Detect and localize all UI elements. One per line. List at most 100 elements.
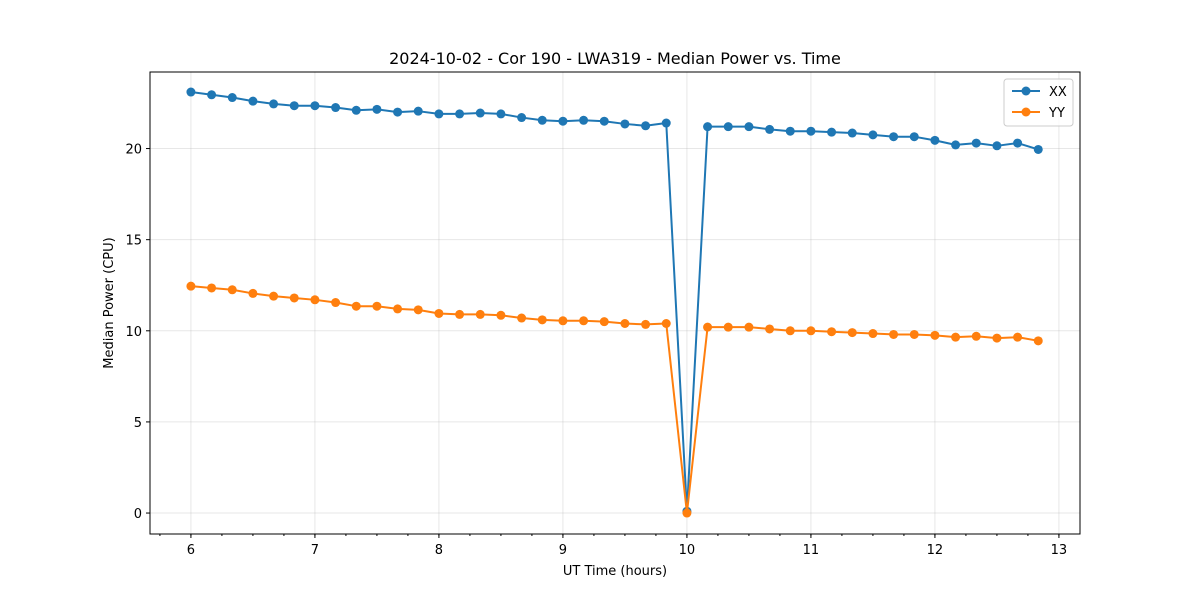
data-point-xx — [723, 122, 733, 132]
data-point-xx — [806, 126, 816, 136]
data-point-xx — [785, 126, 795, 136]
legend-marker-xx — [1021, 86, 1031, 96]
data-point-xx — [971, 138, 981, 148]
data-point-yy — [331, 298, 341, 308]
data-point-xx — [868, 130, 878, 140]
data-point-yy — [765, 324, 775, 334]
data-point-xx — [951, 140, 961, 150]
x-tick-label: 12 — [927, 543, 944, 558]
chart-title: 2024-10-02 - Cor 190 - LWA319 - Median P… — [389, 49, 841, 68]
data-point-xx — [599, 116, 609, 126]
data-point-xx — [1013, 138, 1023, 148]
data-point-yy — [1033, 336, 1043, 346]
x-tick-label: 7 — [311, 543, 319, 558]
data-point-yy — [579, 316, 589, 326]
data-point-yy — [620, 319, 630, 329]
legend-marker-yy — [1021, 107, 1031, 117]
data-point-yy — [434, 308, 444, 318]
y-tick-label: 15 — [125, 234, 142, 249]
data-point-yy — [971, 331, 981, 341]
legend: XX YY — [1003, 78, 1074, 127]
data-point-xx — [765, 124, 775, 134]
data-point-xx — [641, 121, 651, 131]
data-point-xx — [992, 141, 1002, 151]
data-point-yy — [827, 327, 837, 337]
legend-label-xx: XX — [1049, 85, 1067, 100]
data-point-xx — [537, 115, 547, 125]
data-point-yy — [455, 309, 465, 319]
data-point-xx — [227, 93, 237, 103]
data-point-yy — [599, 317, 609, 327]
data-point-yy — [186, 281, 196, 291]
data-point-yy — [393, 304, 403, 314]
data-point-xx — [434, 109, 444, 119]
x-tick-label: 10 — [679, 543, 696, 558]
y-axis-title: Median Power (CPU) — [102, 237, 117, 368]
data-point-yy — [703, 322, 713, 332]
data-point-yy — [992, 333, 1002, 343]
data-point-yy — [806, 326, 816, 336]
data-point-yy — [475, 309, 485, 319]
x-tick-label: 6 — [187, 543, 195, 558]
data-point-yy — [868, 329, 878, 339]
y-tick-label: 20 — [125, 143, 142, 158]
data-point-yy — [785, 326, 795, 336]
data-point-yy — [269, 291, 279, 301]
data-point-yy — [289, 293, 299, 303]
data-point-yy — [207, 283, 217, 293]
data-point-yy — [909, 329, 919, 339]
data-point-xx — [310, 101, 320, 111]
data-point-xx — [372, 104, 382, 114]
plot-area — [150, 72, 1080, 534]
data-point-xx — [847, 128, 857, 138]
data-point-yy — [889, 329, 899, 339]
data-point-yy — [227, 285, 237, 295]
data-point-xx — [475, 108, 485, 118]
data-point-xx — [269, 99, 279, 109]
data-point-xx — [620, 119, 630, 129]
data-point-xx — [207, 90, 217, 100]
data-point-xx — [351, 105, 361, 115]
x-tick-label: 13 — [1051, 543, 1068, 558]
data-point-xx — [889, 132, 899, 142]
x-tick-label: 11 — [803, 543, 820, 558]
data-point-yy — [248, 288, 258, 298]
data-point-xx — [413, 106, 423, 116]
data-point-xx — [827, 127, 837, 137]
series-layer — [186, 87, 1043, 518]
data-point-xx — [455, 109, 465, 119]
y-tick-label: 5 — [134, 416, 142, 431]
axis-ticks: 6 7 8 9 10 11 12 13 0 5 10 15 20 — [125, 143, 1067, 558]
data-point-yy — [310, 295, 320, 305]
data-point-xx — [186, 87, 196, 97]
data-point-yy — [413, 305, 423, 315]
data-point-xx — [909, 132, 919, 142]
data-point-yy — [351, 301, 361, 311]
data-point-yy — [641, 319, 651, 329]
grid-lines — [150, 72, 1080, 534]
y-tick-label: 0 — [134, 507, 142, 522]
data-point-xx — [703, 122, 713, 132]
data-point-xx — [579, 115, 589, 125]
data-point-yy — [661, 319, 671, 329]
x-tick-label: 8 — [435, 543, 443, 558]
data-point-xx — [744, 122, 754, 132]
data-point-yy — [682, 508, 692, 518]
data-point-yy — [1013, 332, 1023, 342]
data-point-xx — [558, 116, 568, 126]
data-point-yy — [847, 328, 857, 338]
data-point-yy — [537, 315, 547, 325]
data-point-xx — [1033, 144, 1043, 154]
y-tick-label: 10 — [125, 325, 142, 340]
data-point-xx — [661, 118, 671, 128]
data-point-yy — [744, 322, 754, 332]
data-point-xx — [496, 109, 506, 119]
data-point-xx — [289, 101, 299, 111]
data-point-yy — [558, 316, 568, 326]
legend-label-yy: YY — [1048, 106, 1065, 121]
data-point-xx — [517, 113, 527, 123]
data-point-xx — [331, 103, 341, 113]
data-point-xx — [930, 135, 940, 145]
data-point-yy — [372, 301, 382, 311]
